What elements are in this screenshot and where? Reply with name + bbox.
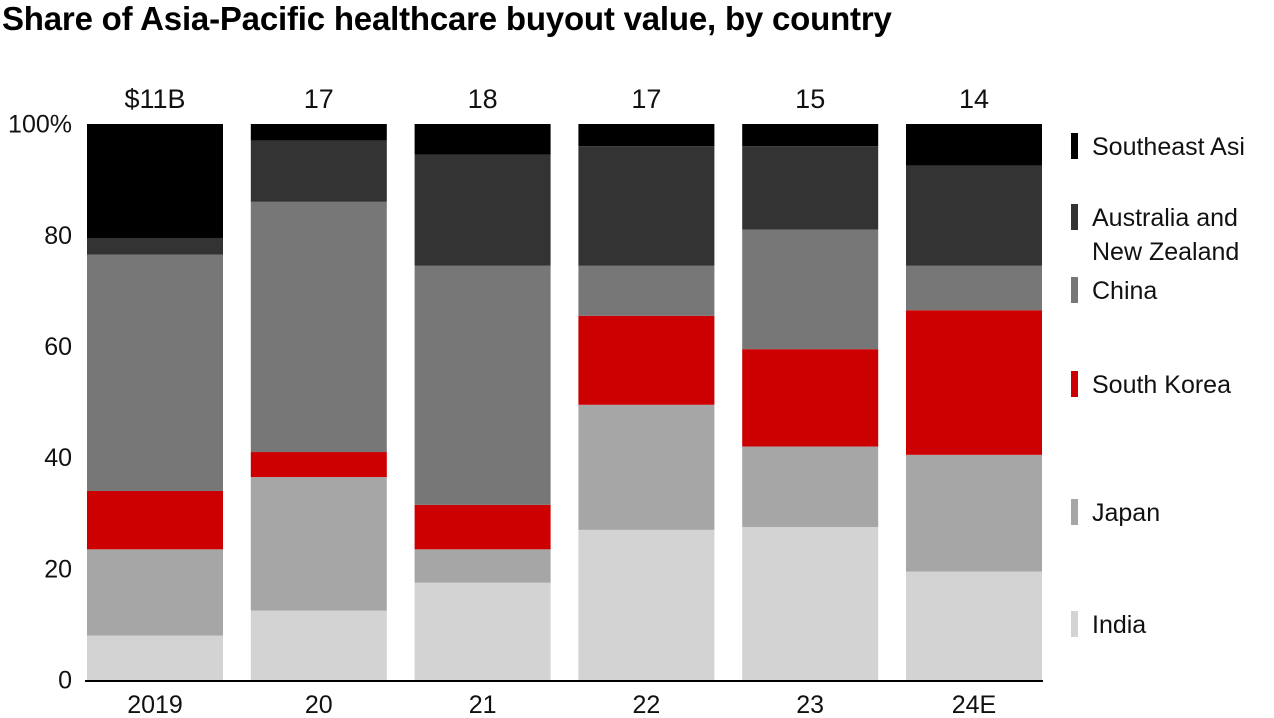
bar-segment-south-korea-22 [578, 315, 715, 405]
bar-segment-japan-24e [906, 454, 1042, 572]
x-tick-label: 24E [952, 691, 996, 718]
chart-title: Share of Asia-Pacific healthcare buyout … [2, 0, 892, 37]
legend: India Japan South Korea China Australia and N… [1071, 133, 1245, 639]
legend-swatch [1071, 277, 1078, 303]
bars-group [87, 124, 1042, 680]
legend-item-south-korea: South Korea [1071, 371, 1231, 399]
bar-total-label: 17 [304, 84, 334, 114]
bar-segment-china-23 [742, 229, 879, 350]
x-tick-label: 20 [305, 691, 333, 718]
bar-segment-southeast-asi-24e [906, 124, 1042, 166]
bar-segment-southeast-asi-21 [414, 124, 551, 155]
x-tick-label: 2019 [127, 691, 183, 718]
legend-swatch [1071, 611, 1078, 637]
x-tick-label: 23 [796, 691, 824, 718]
bar-segment-south-korea-2019 [87, 490, 223, 550]
bar-segment-southeast-asi-23 [742, 124, 879, 147]
bar-segment-india-22 [578, 529, 715, 680]
legend-label: South Korea [1092, 371, 1231, 399]
bar-segment-japan-2019 [87, 549, 223, 636]
bar-segment-south-korea-24e [906, 310, 1042, 455]
legend-label: China [1092, 277, 1157, 305]
legend-swatch [1071, 133, 1078, 159]
bar-segment-india-23 [742, 527, 879, 680]
y-tick-label: 80 [44, 222, 72, 250]
y-tick-label: 60 [44, 333, 72, 361]
legend-swatch [1071, 204, 1078, 230]
bar-segment-southeast-asi-22 [578, 124, 715, 147]
bar-segment-southeast-asi-2019 [87, 124, 223, 238]
legend-item-india: India [1071, 611, 1146, 639]
legend-item-china: China [1071, 277, 1157, 305]
bar-segment-australia-and-new-zealand-24e [906, 165, 1042, 266]
legend-swatch [1071, 371, 1078, 397]
bar-segment-southeast-asi-20 [250, 124, 387, 141]
bar-segment-china-20 [250, 201, 387, 453]
bar-total-label: 18 [468, 84, 498, 114]
bar-segment-south-korea-21 [414, 504, 551, 550]
bar-total-label: 17 [631, 84, 661, 114]
bar-total-label: 14 [959, 84, 989, 114]
x-tick-label: 22 [632, 691, 660, 718]
bar-segment-australia-and-new-zealand-22 [578, 146, 715, 266]
legend-label: India [1092, 611, 1146, 639]
bar-segment-australia-and-new-zealand-20 [250, 140, 387, 202]
bar-segment-australia-and-new-zealand-21 [414, 154, 551, 266]
bar-segment-china-22 [578, 265, 715, 316]
y-tick-label: 0 [58, 667, 72, 695]
legend-item-australia-and-new-zealand: Australia and New Zealand [1071, 204, 1239, 266]
bar-segment-japan-21 [414, 549, 551, 583]
bar-segment-china-2019 [87, 254, 223, 491]
y-axis: 100% 80 60 40 20 0 [8, 111, 72, 695]
bar-segment-china-24e [906, 265, 1042, 311]
legend-label: Southeast Asi [1092, 133, 1245, 161]
bar-segment-australia-and-new-zealand-23 [742, 146, 879, 230]
bar-segment-japan-20 [250, 477, 387, 611]
legend-label: Japan [1092, 499, 1160, 527]
bar-segment-south-korea-23 [742, 349, 879, 447]
totals-group: $11B 17 18 17 15 14 [124, 84, 989, 114]
bar-segment-india-21 [414, 582, 551, 680]
bar-segment-japan-22 [578, 404, 715, 530]
x-axis: 2019 20 21 22 23 24E [85, 680, 1043, 718]
y-tick-label: 40 [44, 444, 72, 472]
bar-total-label: $11B [124, 84, 185, 114]
x-tick-label: 21 [469, 691, 497, 718]
bar-segment-japan-23 [742, 446, 879, 528]
legend-label: Australia and New Zealand [1092, 204, 1239, 266]
legend-swatch [1071, 499, 1078, 525]
legend-item-japan: Japan [1071, 499, 1160, 527]
bar-segment-india-2019 [87, 635, 223, 680]
bar-total-label: 15 [795, 84, 825, 114]
bar-segment-china-21 [414, 265, 551, 505]
y-tick-label: 100% [8, 111, 72, 139]
bar-segment-south-korea-20 [250, 452, 387, 478]
bar-segment-australia-and-new-zealand-2019 [87, 237, 223, 255]
legend-item-southeast-asi: Southeast Asi [1071, 133, 1245, 161]
y-tick-label: 20 [44, 555, 72, 583]
bar-segment-india-24e [906, 571, 1042, 680]
bar-segment-india-20 [250, 610, 387, 680]
